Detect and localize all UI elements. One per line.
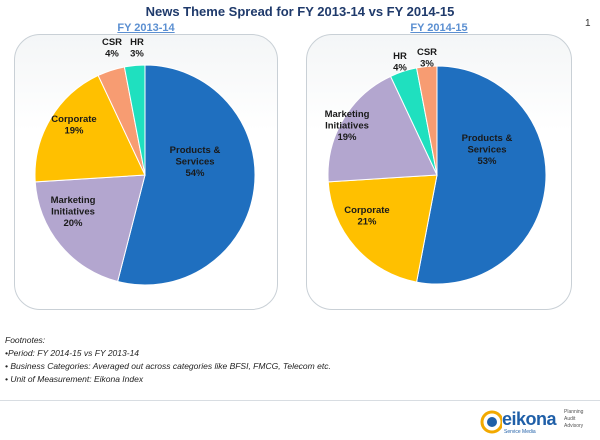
pie-slice-corporate — [34, 74, 146, 183]
footnote-unit: • Unit of Measurement: Eikona Index — [5, 374, 144, 384]
logo-mark-icon — [480, 410, 502, 434]
divider — [0, 400, 600, 401]
pie-slice-products-and-services — [117, 64, 256, 286]
pie-slice-corporate — [327, 174, 438, 283]
footnotes: Footnotes: •Period: FY 2014-15 vs FY 201… — [5, 334, 331, 386]
pie-title-fy2014-15: FY 2014-15 — [410, 22, 468, 34]
chart-title: News Theme Spread for FY 2013-14 vs FY 2… — [145, 4, 455, 19]
footnotes-heading: Footnotes: — [5, 335, 46, 345]
pie-slice-hr — [123, 64, 146, 176]
slice-label-corporate: Corporate 19% — [51, 114, 96, 137]
slice-label-products-and-services: Products & Services 54% — [170, 145, 221, 179]
pie-chart-fy2013-14: Products & Services 54% Marketing Initiative… — [34, 37, 256, 286]
slice-label-marketing-initiatives: Marketing Initiatives 19% — [325, 109, 370, 143]
chart-panel-fy2014-15: FY 2014-15 Products & Services 53% Corporat… — [306, 22, 572, 310]
pie-title-fy2013-14: FY 2013-14 — [117, 22, 175, 34]
chart-panel-fy2013-14: FY 2013-14 Products & Services 54% Marketin… — [14, 22, 278, 310]
slice-label-marketing-initiatives: Marketing Initiatives 20% — [51, 195, 96, 229]
logo-side-line: Planning — [564, 409, 584, 415]
footnote-period: •Period: FY 2014-15 vs FY 2013-14 — [5, 348, 140, 358]
footnote-business-categories: • Business Categories: Averaged out acro… — [5, 361, 331, 371]
slice-label-hr: HR 4% — [393, 51, 407, 74]
logo-side-line: Advisory — [564, 423, 584, 429]
logo-side-line: Audit — [564, 416, 576, 422]
pie-slice-marketing-initiatives — [327, 75, 438, 183]
logo-name: eikona — [502, 409, 557, 429]
page-number: 1 — [585, 18, 591, 29]
slice-label-csr: CSR 3% — [417, 47, 437, 70]
logo-tagline: Service Media — [504, 429, 536, 435]
pie-slice-marketing-initiatives — [34, 174, 146, 283]
slice-label-hr: HR 3% — [130, 37, 144, 60]
eikona-logo: eikona Service Media Planning Audit Advi… — [480, 405, 600, 439]
slice-label-csr: CSR 4% — [102, 37, 122, 60]
pie-slice-csr — [415, 65, 438, 176]
pie-chart-fy2014-15: Products & Services 53% Corporate 21% Marketi… — [325, 47, 547, 285]
slice-label-corporate: Corporate 21% — [344, 205, 389, 228]
slice-label-products-and-services: Products & Services 53% — [462, 133, 513, 167]
pie-slice-products-and-services — [415, 65, 547, 285]
